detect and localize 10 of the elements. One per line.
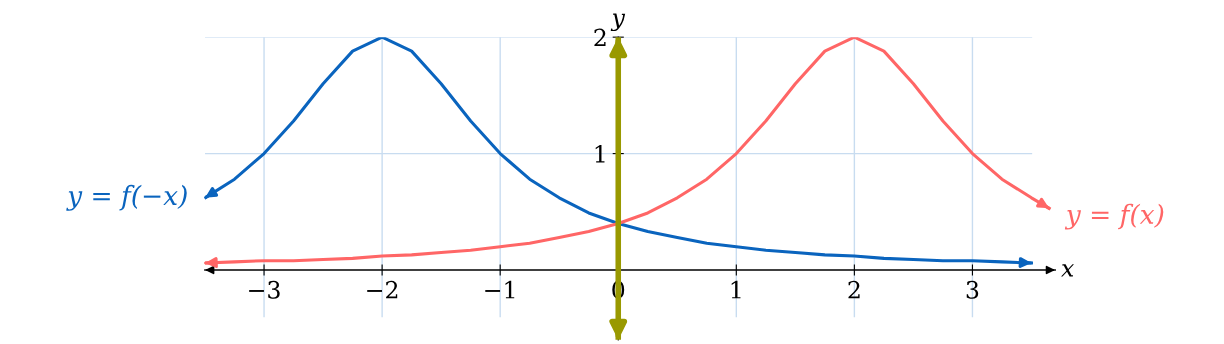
x-tick-label: −3 xyxy=(249,280,280,299)
x-tick-label: −1 xyxy=(485,280,515,299)
x-axis-title: x xyxy=(1061,264,1074,277)
series-label: y = f(−x) xyxy=(66,184,187,211)
x-tick-label: 1 xyxy=(731,280,741,299)
y-axis-title: y xyxy=(610,13,626,32)
legend-label: y = f(x) xyxy=(1064,203,1164,230)
x-tick-label: 2 xyxy=(848,280,860,299)
x-tick-label: −2 xyxy=(367,280,398,299)
x-tick-label: 3 xyxy=(966,280,979,299)
